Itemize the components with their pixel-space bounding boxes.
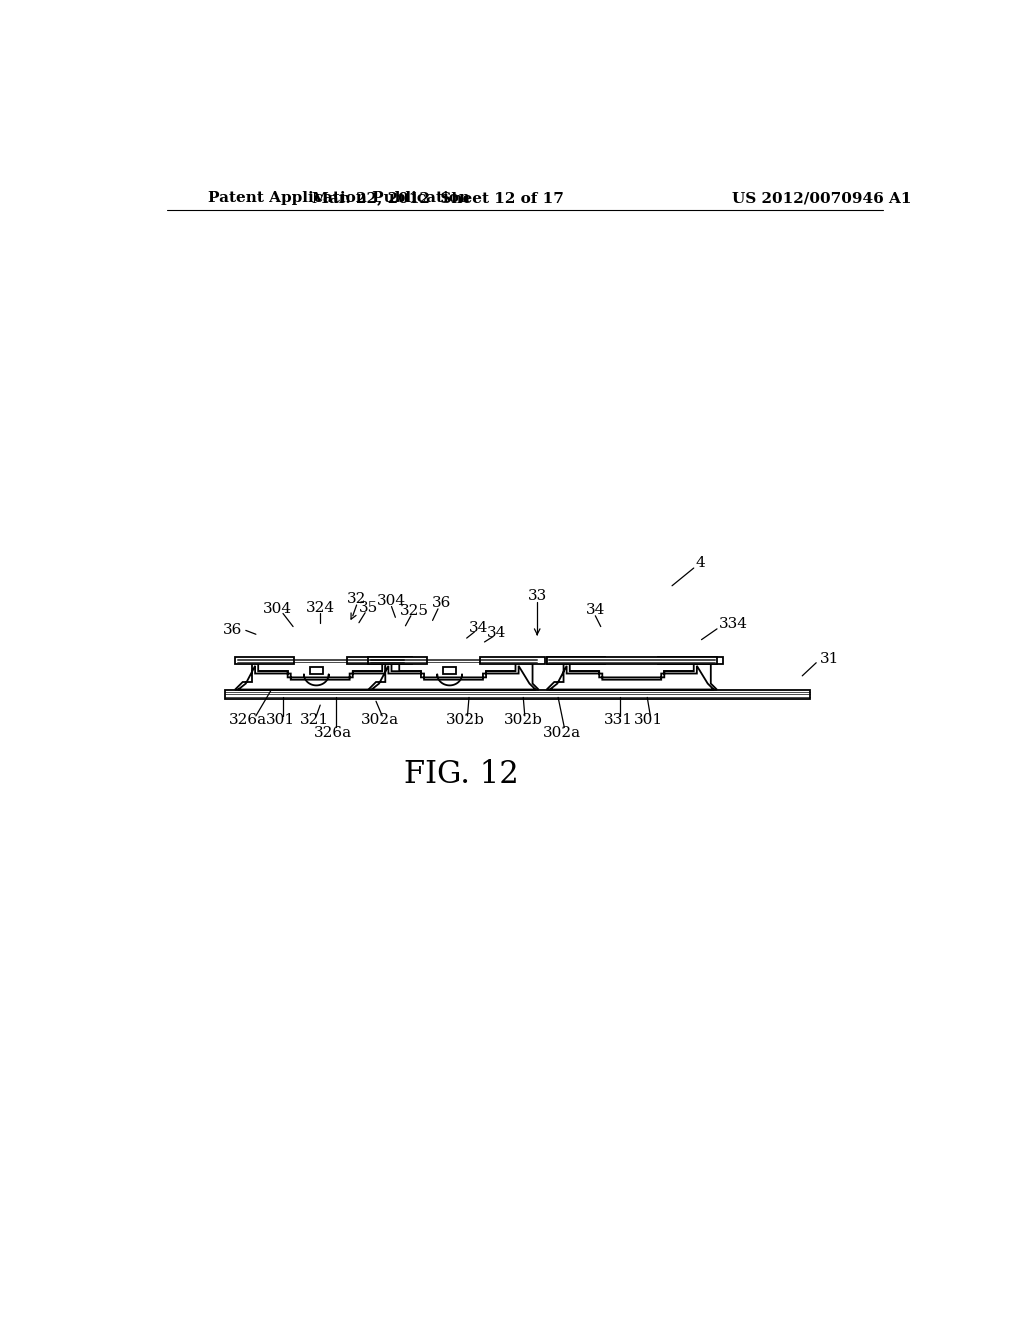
Text: 325: 325 xyxy=(400,605,429,618)
Bar xyxy=(310,667,323,675)
Polygon shape xyxy=(273,678,367,689)
Text: 334: 334 xyxy=(719,618,748,631)
Bar xyxy=(258,671,288,682)
Text: 304: 304 xyxy=(377,594,407,609)
Text: Patent Application Publication: Patent Application Publication xyxy=(208,191,470,206)
Bar xyxy=(547,657,605,664)
Bar xyxy=(346,657,412,664)
Text: 302a: 302a xyxy=(543,726,581,739)
Bar xyxy=(665,671,693,682)
Text: 324: 324 xyxy=(305,601,335,615)
Text: 36: 36 xyxy=(431,597,451,610)
Bar xyxy=(352,671,382,682)
Polygon shape xyxy=(247,678,394,689)
Bar xyxy=(480,657,545,664)
Text: FIG. 12: FIG. 12 xyxy=(403,759,518,789)
Polygon shape xyxy=(558,678,706,689)
Bar xyxy=(573,684,690,689)
Bar xyxy=(391,671,421,682)
Text: 34: 34 xyxy=(586,603,605,618)
Text: 326a: 326a xyxy=(314,726,352,739)
Text: 34: 34 xyxy=(487,626,507,640)
Text: 321: 321 xyxy=(299,714,329,727)
Text: 302b: 302b xyxy=(445,714,484,727)
Polygon shape xyxy=(547,664,717,689)
Polygon shape xyxy=(369,664,539,689)
Bar xyxy=(395,684,512,689)
Text: 302a: 302a xyxy=(360,714,399,727)
Bar xyxy=(234,657,294,664)
Text: 326a: 326a xyxy=(229,714,267,727)
Text: Mar. 22, 2012  Sheet 12 of 17: Mar. 22, 2012 Sheet 12 of 17 xyxy=(312,191,564,206)
Text: 33: 33 xyxy=(527,589,547,603)
Text: US 2012/0070946 A1: US 2012/0070946 A1 xyxy=(732,191,911,206)
Text: 302b: 302b xyxy=(504,714,543,727)
Text: 304: 304 xyxy=(263,602,292,616)
Text: 32: 32 xyxy=(347,591,367,606)
Polygon shape xyxy=(586,678,678,689)
Text: 34: 34 xyxy=(469,622,488,635)
Text: 35: 35 xyxy=(358,601,378,615)
Polygon shape xyxy=(407,678,500,689)
Text: 331: 331 xyxy=(604,714,633,727)
Bar xyxy=(262,684,378,689)
Text: 36: 36 xyxy=(223,623,243,638)
Text: 31: 31 xyxy=(820,652,840,665)
Bar xyxy=(486,671,515,682)
Bar xyxy=(658,657,723,664)
Text: 301: 301 xyxy=(634,714,664,727)
Bar xyxy=(225,689,810,700)
Text: 4: 4 xyxy=(695,556,705,570)
Bar xyxy=(369,657,427,664)
Bar xyxy=(569,671,599,682)
Bar xyxy=(547,657,717,664)
Polygon shape xyxy=(380,678,527,689)
Polygon shape xyxy=(234,664,406,689)
Bar xyxy=(443,667,456,675)
Text: 301: 301 xyxy=(266,714,295,727)
